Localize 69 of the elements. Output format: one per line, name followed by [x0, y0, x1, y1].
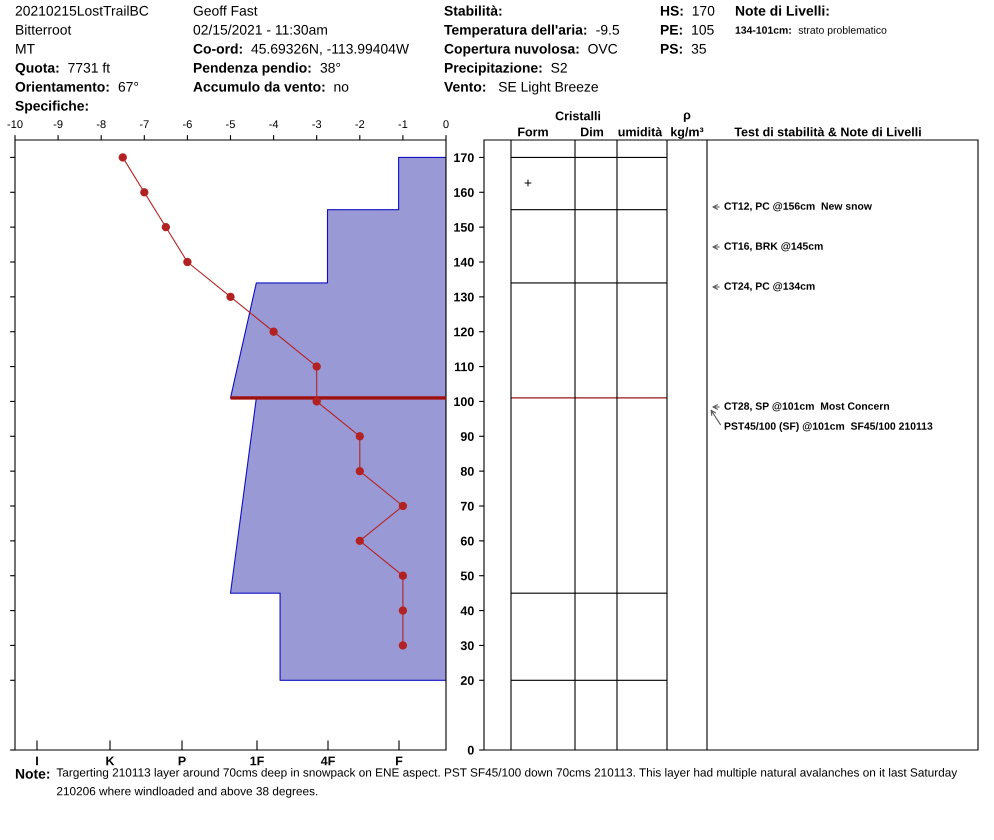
- text: Stabilità:: [444, 5, 502, 16]
- y-tick-label: 130: [454, 292, 474, 302]
- y-tick-label: 120: [454, 328, 474, 336]
- text: CT16, BRK @145cm: [724, 242, 823, 252]
- x-tick-label: -1: [398, 120, 408, 128]
- text: PE: 105: [660, 24, 714, 35]
- text: I: [36, 756, 38, 766]
- text: Quota: 7731 ft: [16, 62, 110, 76]
- text: Bitterroot: [16, 24, 72, 35]
- text: CT24, PC @134cm: [724, 282, 815, 292]
- x-tick-label: -8: [96, 120, 106, 128]
- y-tick-label: 40: [460, 606, 474, 616]
- x-tick-label: -5: [226, 120, 235, 128]
- text: Cristalli: [556, 111, 600, 120]
- text: Pendenza pendio: 38°: [194, 62, 340, 76]
- text: 20210215LostTrailBC: [16, 6, 148, 16]
- text: 134-101cm: strato problematico: [736, 26, 886, 36]
- text: Specifiche:: [15, 100, 88, 114]
- text: kg/m³: [671, 127, 704, 139]
- text: K: [106, 756, 114, 766]
- text: Vento: SE Light Breeze: [444, 82, 598, 94]
- x-tick-label: 0: [443, 120, 449, 128]
- text: Test di stabilità & Note di Livelli: [734, 127, 921, 136]
- y-tick-label: 170: [454, 153, 474, 162]
- text: umidità: [618, 127, 662, 136]
- x-tick-label: -2: [355, 120, 364, 128]
- text: 4F: [320, 756, 335, 766]
- text: MT: [16, 44, 35, 54]
- text: Temperatura dell'aria: -9.5: [444, 24, 620, 38]
- y-tick-label: 150: [454, 222, 474, 232]
- text: Note: Targerting 210113 layer around 70cms deep in snowpack on ENE aspect. PST SF45/100 down 70cms 210113. This layer had multiple natural avalanches on it last Saturday 210206 where windloaded and above 38 degrees.: [16, 768, 958, 798]
- text: Precipitazione: S2: [444, 62, 567, 76]
- text: P: [178, 756, 186, 766]
- text: Note di Livelli:: [736, 6, 829, 16]
- x-tick-label: -3: [312, 120, 322, 128]
- y-tick-label: 60: [460, 536, 474, 546]
- x-tick-label: -10: [7, 120, 23, 128]
- text: 1F: [250, 756, 264, 766]
- text: Accumulo da vento: no: [193, 82, 348, 92]
- text: Copertura nuvolosa: OVC: [444, 44, 618, 56]
- text: Dim: [581, 127, 604, 136]
- x-tick-label: -7: [140, 120, 149, 128]
- x-tick-label: -6: [182, 120, 192, 128]
- y-tick-label: 100: [454, 397, 474, 406]
- text: Orientamento: 67°: [16, 82, 138, 92]
- y-tick-label: 70: [460, 502, 474, 511]
- x-tick-label: -9: [54, 120, 63, 128]
- text: HS: 170: [660, 6, 714, 16]
- text: F: [396, 756, 402, 766]
- y-tick-label: 90: [460, 432, 474, 441]
- y-tick-label: 160: [454, 188, 474, 197]
- y-tick-label: 50: [460, 572, 474, 580]
- text: PS: 35: [660, 44, 706, 54]
- x-tick-label: -4: [269, 120, 278, 128]
- text: CT28, SP @101cm Most Concern: [724, 402, 890, 412]
- y-tick-label: 30: [460, 641, 474, 650]
- text: 02/15/2021 - 11:30am: [194, 24, 327, 35]
- y-tick-label: 80: [460, 466, 474, 476]
- y-tick-label: 0: [468, 746, 474, 755]
- text: Co-ord: 45.69326N, -113.99404W: [194, 44, 409, 56]
- text: +: [524, 180, 532, 186]
- text: PST45/100 (SF) @101cm SF45/100 210113: [724, 422, 932, 432]
- text: CT12, PC @156cm New snow: [724, 202, 872, 212]
- y-tick-label: 110: [454, 362, 474, 372]
- text: ρ: [684, 112, 690, 122]
- y-tick-label: 140: [454, 258, 474, 267]
- y-tick-label: 20: [460, 676, 474, 685]
- text: Geoff Fast: [194, 6, 258, 16]
- text: Form: [518, 128, 548, 136]
